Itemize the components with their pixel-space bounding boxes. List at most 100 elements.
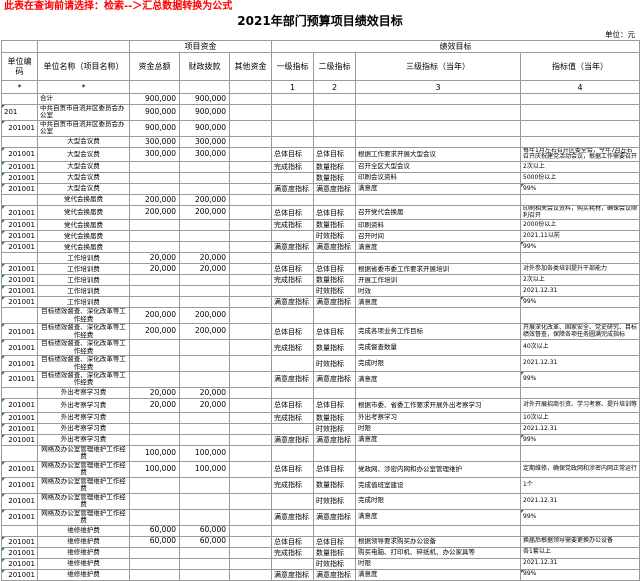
- cell-level1-indicator[interactable]: [271, 444, 315, 462]
- cell-level2-indicator[interactable]: 总体目标: [313, 460, 357, 478]
- cell-unit-name[interactable]: 大型会议费: [37, 146, 130, 163]
- cell-level1-indicator[interactable]: 总体目标: [271, 146, 315, 163]
- cell-level2-indicator[interactable]: [313, 444, 357, 462]
- cell-level2-indicator[interactable]: 数量指标: [313, 219, 357, 232]
- cell-level3-indicator[interactable]: [355, 93, 522, 105]
- cell-fiscal-grant[interactable]: 100,000: [179, 444, 230, 462]
- cell-total-funds[interactable]: [129, 285, 180, 298]
- cell-fiscal-grant[interactable]: [179, 411, 230, 424]
- cell-fiscal-grant[interactable]: [179, 161, 230, 174]
- cell-level3-indicator[interactable]: 满意度: [355, 241, 522, 254]
- cell-level1-indicator[interactable]: [271, 135, 315, 148]
- cell-total-funds[interactable]: 20,000: [129, 252, 180, 265]
- cell-other-funds[interactable]: [228, 476, 273, 494]
- cell-level1-indicator[interactable]: [271, 386, 315, 399]
- cell-level2-indicator[interactable]: 满意度指标: [313, 508, 357, 526]
- cell-unit-name[interactable]: 网络及办公室管理维护工作经费: [37, 508, 130, 526]
- cell-other-funds[interactable]: [228, 296, 273, 309]
- cell-level2-indicator[interactable]: 数量指标: [313, 339, 357, 357]
- cell-level3-indicator[interactable]: [355, 444, 522, 462]
- cell-indicator-value[interactable]: 对外开展招商引资、学习考察、提升培训等: [520, 397, 640, 413]
- cell-fiscal-grant[interactable]: 60,000: [179, 524, 230, 537]
- cell-level3-indicator[interactable]: 根据领导要求购买办公设备: [355, 535, 522, 548]
- cell-fiscal-grant[interactable]: [179, 371, 230, 388]
- cell-total-funds[interactable]: [129, 230, 180, 243]
- cell-total-funds[interactable]: 60,000: [129, 524, 180, 537]
- cell-fiscal-grant[interactable]: 200,000: [179, 205, 230, 221]
- cell-unit-code[interactable]: 201001: [1, 508, 38, 526]
- cell-level2-indicator[interactable]: 总体目标: [313, 323, 357, 341]
- cell-indicator-value[interactable]: 2次以上: [520, 274, 640, 287]
- cell-unit-name[interactable]: 网络及办公室管理维护工作经费: [37, 476, 130, 494]
- cell-total-funds[interactable]: [129, 172, 180, 185]
- cell-level2-indicator[interactable]: 时效指标: [313, 230, 357, 243]
- cell-other-funds[interactable]: [228, 263, 273, 276]
- cell-level1-indicator[interactable]: 完成指标: [271, 476, 315, 494]
- cell-other-funds[interactable]: [228, 386, 273, 399]
- cell-level3-indicator[interactable]: 召开党代会换届: [355, 205, 522, 221]
- cell-indicator-value[interactable]: 99%: [520, 433, 640, 446]
- cell-fiscal-grant[interactable]: 20,000: [179, 263, 230, 276]
- cell-level3-indicator[interactable]: 根据工作要求开展大型会议: [355, 146, 522, 163]
- cell-unit-name[interactable]: 目标绩效督查、深化改革等工作经费: [37, 339, 130, 357]
- cell-total-funds[interactable]: [129, 433, 180, 446]
- cell-other-funds[interactable]: [228, 524, 273, 537]
- cell-total-funds[interactable]: [129, 568, 180, 581]
- cell-level2-indicator[interactable]: [313, 93, 357, 105]
- cell-indicator-value[interactable]: [520, 135, 640, 148]
- cell-level2-indicator[interactable]: [313, 307, 357, 325]
- cell-level3-indicator[interactable]: 满意度: [355, 508, 522, 526]
- cell-unit-name[interactable]: 网络及办公室管理维护工作经费: [37, 444, 130, 462]
- cell-total-funds[interactable]: 900,000: [129, 119, 180, 137]
- cell-fiscal-grant[interactable]: [179, 492, 230, 510]
- cell-level1-indicator[interactable]: [271, 119, 315, 137]
- cell-indicator-value[interactable]: 99%: [520, 241, 640, 254]
- cell-unit-name[interactable]: 工作培训费: [37, 274, 130, 287]
- cell-unit-name[interactable]: 中共自贡市自流井区委员会办公室: [37, 119, 130, 137]
- cell-level1-indicator[interactable]: [271, 172, 315, 185]
- cell-fiscal-grant[interactable]: [179, 422, 230, 435]
- cell-level2-indicator[interactable]: 数量指标: [313, 161, 357, 174]
- cell-unit-name[interactable]: 党代会换届费: [37, 241, 130, 254]
- cell-total-funds[interactable]: 60,000: [129, 535, 180, 548]
- cell-indicator-value[interactable]: 99%: [520, 183, 640, 196]
- cell-other-funds[interactable]: [228, 183, 273, 196]
- cell-unit-code[interactable]: 201001: [1, 411, 38, 424]
- cell-level2-indicator[interactable]: 总体目标: [313, 263, 357, 276]
- cell-level3-indicator[interactable]: 满意度: [355, 568, 522, 581]
- cell-indicator-value[interactable]: 2021.12.31: [520, 557, 640, 570]
- cell-fiscal-grant[interactable]: [179, 557, 230, 570]
- cell-unit-code[interactable]: 201001: [1, 339, 38, 357]
- cell-other-funds[interactable]: [228, 492, 273, 510]
- cell-indicator-value[interactable]: 10次以上: [520, 411, 640, 424]
- cell-total-funds[interactable]: [129, 422, 180, 435]
- cell-fiscal-grant[interactable]: 200,000: [179, 307, 230, 325]
- cell-level3-indicator[interactable]: 完成时限: [355, 355, 522, 372]
- cell-level3-indicator[interactable]: 召开全区大型会议: [355, 161, 522, 174]
- cell-indicator-value[interactable]: 定期维修，确保党政网和涉密内网正常运行: [520, 460, 640, 478]
- cell-indicator-value[interactable]: [520, 386, 640, 399]
- cell-unit-code[interactable]: 201001: [1, 274, 38, 287]
- cell-level1-indicator[interactable]: 满意度指标: [271, 183, 315, 196]
- cell-indicator-value[interactable]: 2021.12.31: [520, 355, 640, 372]
- cell-level3-indicator[interactable]: 根据市委、省委工作要求开展外出考察学习: [355, 397, 522, 413]
- cell-other-funds[interactable]: [228, 460, 273, 478]
- cell-level3-indicator[interactable]: 满意度: [355, 371, 522, 388]
- cell-indicator-value[interactable]: 对外参加各类培训提升干部能力: [520, 263, 640, 276]
- cell-fiscal-grant[interactable]: [179, 241, 230, 254]
- cell-total-funds[interactable]: 300,000: [129, 146, 180, 163]
- cell-unit-code[interactable]: 201001: [1, 146, 38, 163]
- cell-unit-code[interactable]: 201001: [1, 557, 38, 570]
- index-cell[interactable]: 1: [271, 80, 315, 94]
- cell-indicator-value[interactable]: 2次以上: [520, 161, 640, 174]
- cell-unit-name[interactable]: 工作培训费: [37, 296, 130, 309]
- cell-level1-indicator[interactable]: 满意度指标: [271, 371, 315, 388]
- cell-unit-name[interactable]: 大型会议费: [37, 161, 130, 174]
- cell-total-funds[interactable]: 900,000: [129, 104, 180, 121]
- cell-other-funds[interactable]: [228, 194, 273, 207]
- cell-fiscal-grant[interactable]: [179, 508, 230, 526]
- cell-level1-indicator[interactable]: [271, 93, 315, 105]
- cell-indicator-value[interactable]: 2021.12.31: [520, 285, 640, 298]
- cell-level3-indicator[interactable]: 完成各项业务工作目标: [355, 323, 522, 341]
- cell-indicator-value[interactable]: 2021.11以前: [520, 230, 640, 243]
